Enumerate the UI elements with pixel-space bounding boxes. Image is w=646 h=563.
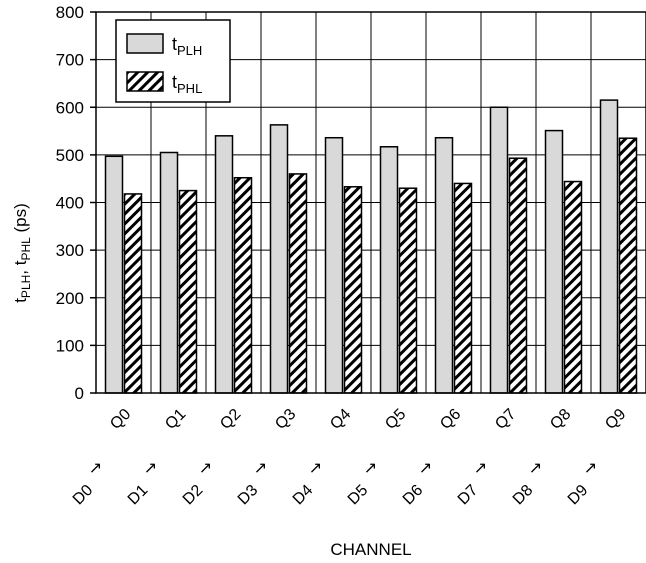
legend-label-tphl: tPHL (172, 72, 202, 96)
bar-tplh-q3 (269, 124, 289, 394)
x-axis-category-labels: Q0 ↗ D0 Q1 ↗ D1 Q2 ↗ D2 Q3 ↗ D3 Q4 ↗ D4 Q5 ↗ D5 Q6 ↗ D6 Q7 ↗ D7… (70, 406, 630, 509)
bar-tplh-q7 (489, 106, 509, 394)
x-tick-arrow: ↗ (199, 460, 212, 477)
x-tick-label-output: Q1 (162, 406, 189, 433)
y-tick-label: 700 (56, 51, 84, 70)
bar-tphl-q4 (343, 186, 363, 394)
x-tick-label-input: D8 (510, 482, 537, 509)
x-tick-label-output: Q7 (492, 406, 519, 433)
x-tick-arrow: ↗ (144, 460, 157, 477)
legend-swatch-tphl (126, 71, 164, 92)
bar-tplh-q9 (599, 99, 619, 394)
y-tick-label: 300 (56, 241, 84, 260)
legend-label-tplh: tPLH (172, 34, 202, 58)
bar-tphl-q9 (618, 137, 638, 394)
x-tick-label-input: D1 (125, 482, 152, 509)
x-tick-label-input: D2 (180, 482, 207, 509)
y-axis-title: tPLH, tPHL (ps) (11, 203, 33, 303)
x-tick-label-output: Q8 (547, 406, 574, 433)
bar-tphl-q7 (508, 157, 528, 394)
x-tick-label-output: Q3 (272, 406, 299, 433)
bar-tplh-q5 (379, 146, 399, 394)
x-tick-label-input: D7 (455, 482, 482, 509)
legend: tPLH tPHL (115, 19, 231, 103)
bar-tphl-q0 (123, 193, 143, 394)
bar-tplh-q6 (434, 136, 454, 394)
y-tick-label: 200 (56, 289, 84, 308)
x-tick-label-input: D0 (70, 482, 97, 509)
x-tick-label-output: Q9 (602, 406, 629, 433)
x-tick-arrow: ↗ (364, 460, 377, 477)
bar-tplh-q1 (159, 151, 179, 394)
y-tick-label: 100 (56, 336, 84, 355)
x-tick-label-output: Q5 (382, 406, 409, 433)
x-tick-arrow: ↗ (419, 460, 432, 477)
x-tick-arrow: ↗ (254, 460, 267, 477)
x-tick-arrow: ↗ (89, 460, 102, 477)
bar-tplh-q4 (324, 136, 344, 394)
x-tick-arrow: ↗ (309, 460, 322, 477)
legend-swatch-tplh (126, 33, 164, 54)
bar-tphl-q6 (453, 182, 473, 394)
x-tick-label-output: Q4 (327, 406, 354, 433)
x-tick-label-input: D9 (565, 482, 592, 509)
y-tick-label: 600 (56, 98, 84, 117)
bars (104, 99, 638, 394)
plot-frame (95, 11, 646, 394)
x-tick-label-output: Q2 (217, 406, 244, 433)
x-tick-label-output: Q6 (437, 406, 464, 433)
bar-tphl-q1 (178, 189, 198, 394)
bar-tphl-q5 (398, 187, 418, 394)
x-tick-label-input: D6 (400, 482, 427, 509)
y-tick-label: 400 (56, 194, 84, 213)
y-tick-label: 0 (75, 384, 84, 403)
x-tick-label-input: D3 (235, 482, 262, 509)
y-tick-label: 800 (56, 3, 84, 22)
bar-tplh-q8 (544, 129, 564, 394)
x-tick-label-input: D4 (290, 482, 317, 509)
bar-tplh-q2 (214, 135, 234, 394)
bar-tphl-q8 (563, 180, 583, 394)
gridlines (96, 12, 646, 393)
y-tick-label: 500 (56, 146, 84, 165)
x-tick-arrow: ↗ (529, 460, 542, 477)
bar-tphl-q2 (233, 176, 253, 394)
y-axis-ticks: 0 100 200 300 400 500 600 700 800 (56, 3, 96, 403)
x-tick-label-output: Q0 (107, 406, 134, 433)
x-tick-arrow: ↗ (474, 460, 487, 477)
x-tick-label-input: D5 (345, 482, 372, 509)
x-tick-arrow: ↗ (584, 460, 597, 477)
x-axis-title: CHANNEL (330, 540, 411, 559)
bar-tphl-q3 (288, 173, 308, 394)
bar-tplh-q0 (104, 155, 124, 394)
